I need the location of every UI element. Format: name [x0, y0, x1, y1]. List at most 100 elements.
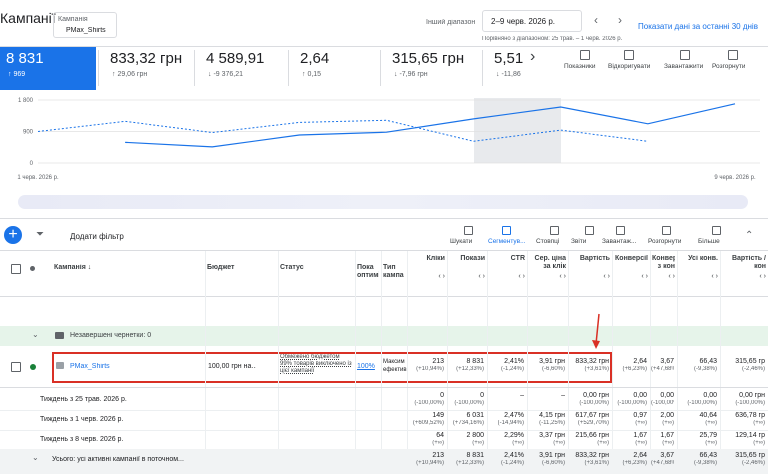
collapse[interactable]: ⌄	[32, 330, 39, 339]
toolbar-tool[interactable]: Розгорнути	[648, 238, 682, 245]
cell-change: (+∞)	[753, 420, 765, 426]
folder-icon	[55, 332, 64, 339]
column-header[interactable]: Конвер з кон	[652, 255, 675, 270]
cell-change: (+609,52%)	[412, 420, 444, 426]
add-filter[interactable]: Додати фільтр	[70, 232, 124, 241]
column-separator	[612, 251, 613, 472]
toolbar-tool[interactable]: Більше	[698, 238, 720, 245]
opt-score[interactable]: 100%	[357, 363, 375, 370]
toolbar-tool[interactable]: Стовпці	[536, 238, 560, 245]
cell-value: 213	[432, 358, 444, 365]
next-metrics[interactable]: ›	[530, 48, 536, 65]
cell-change: (+3,61%)	[584, 366, 609, 372]
column-header[interactable]: Вартість	[579, 255, 610, 262]
sort-arrows: ‹ ›	[518, 273, 525, 280]
filter-value: PMax_Shirts	[66, 27, 106, 34]
cell-value: 636,78 гр	[735, 412, 765, 419]
campaign-name[interactable]: PMax_Shirts	[70, 363, 110, 370]
column-separator	[447, 251, 448, 472]
sort-arrows: ‹ ›	[641, 273, 648, 280]
metric-tool[interactable]: Розгорнути	[712, 63, 746, 70]
filter-icon[interactable]: ⏷	[36, 229, 44, 240]
next-arrow[interactable]: ›	[618, 13, 622, 27]
cell-value: 0	[440, 392, 444, 399]
cell-value: 8 831	[466, 358, 484, 365]
sort-arrows: ‹ ›	[668, 273, 675, 280]
last-30-days[interactable]: Показати дані за останні 30 днів	[638, 22, 758, 31]
cell-change: (+∞)	[635, 440, 647, 446]
cell-value: 315,65 гр	[735, 358, 765, 365]
column-header[interactable]: Пока оптимі	[357, 264, 379, 279]
collapse-toolbar[interactable]: ⌃	[745, 230, 754, 241]
header-checkbox[interactable]	[11, 264, 21, 274]
highlight	[474, 98, 561, 163]
metric-tool[interactable]: Показники	[564, 63, 596, 70]
cell-change: (+529,70%)	[577, 420, 609, 426]
cell-change: (-6,60%)	[541, 366, 565, 372]
column-separator	[278, 251, 279, 472]
campaign-type: Максим ефектив	[383, 359, 407, 373]
cell-change: (+∞)	[512, 440, 524, 446]
cell-change: (-2,46%)	[741, 460, 765, 466]
cell-value: 2,00	[660, 412, 674, 419]
cell-value: 0,00 грн	[739, 392, 765, 399]
tool-icon	[580, 50, 590, 60]
column-header[interactable]: Покази	[460, 255, 485, 262]
metric-delta: ↑ 969	[8, 71, 26, 78]
metric-delta: ↓ -7,96 грн	[394, 71, 428, 78]
column-header[interactable]: Конверсії	[615, 255, 648, 262]
column-separator	[487, 251, 488, 472]
column-header[interactable]: Кампанія ↓	[54, 264, 92, 271]
campaign-filter[interactable]: Кампанія PMax_Shirts	[53, 12, 117, 38]
column-separator	[205, 251, 206, 472]
toolbar-tool[interactable]: Завантаж...	[602, 238, 637, 245]
column-separator	[720, 251, 721, 472]
group-label: Незавершені чернетки: 0	[70, 332, 152, 339]
add-button[interactable]: +	[4, 226, 22, 244]
cell-change: (+10,94%)	[416, 460, 444, 466]
row-label: Тиждень з 1 черв. 2026 р.	[40, 416, 124, 423]
cell-value: 0,00	[703, 392, 717, 399]
toolbar-tool[interactable]: Шукати	[450, 238, 473, 245]
column-header[interactable]: Бюджет	[207, 264, 235, 271]
cell-value: 3,67	[660, 452, 674, 459]
column-header[interactable]: Кліки	[426, 255, 445, 262]
metric-tool[interactable]: Відкоригувати	[608, 63, 651, 70]
metric-tile	[0, 47, 96, 90]
column-header[interactable]: Усі конв.	[688, 255, 718, 262]
prev-arrow[interactable]: ‹	[594, 13, 598, 27]
cell-change: (-100,00%)	[579, 400, 609, 406]
column-header[interactable]: CTR	[510, 255, 525, 262]
series-line	[37, 119, 648, 142]
toolbar-icon	[550, 226, 559, 235]
toolbar-tool[interactable]: Сегментув...	[488, 238, 526, 245]
sort-arrows: ‹ ›	[759, 273, 766, 280]
toolbar-tool[interactable]: Звіти	[571, 238, 587, 245]
cell-change: (-2,46%)	[741, 366, 765, 372]
cell-change: (+∞)	[705, 440, 717, 446]
metric-tool[interactable]: Завантажити	[664, 63, 704, 70]
cell-value: 833,32 грн	[575, 358, 609, 365]
expand[interactable]: ⌄	[32, 453, 39, 462]
column-header[interactable]: Статус	[280, 264, 304, 271]
toolbar-icon	[616, 226, 625, 235]
row-checkbox[interactable]	[11, 362, 21, 372]
cell-value: 4,15 грн	[539, 412, 565, 419]
metric-separator	[482, 50, 483, 86]
column-header[interactable]: Вартість / кон	[731, 255, 766, 270]
column-separator	[407, 251, 408, 472]
x-tick-label: 9 черв. 2026 р.	[714, 175, 756, 181]
campaign-icon	[56, 362, 64, 369]
cell-change: (-100,00%)	[735, 400, 765, 406]
range-dropdown[interactable]: 2–9 черв. 2026 р.	[482, 10, 582, 32]
cell-change: (+∞)	[553, 440, 565, 446]
column-header[interactable]: Сер. ціна за клік	[534, 255, 566, 270]
scrollbar[interactable]	[18, 195, 748, 209]
column-separator	[677, 251, 678, 472]
cell-change: (-14,94%)	[497, 420, 524, 426]
cell-value: 2,64	[633, 452, 647, 459]
column-header[interactable]: Тип кампа	[383, 264, 404, 279]
cell-value: 3,37 грн	[539, 432, 565, 439]
cell-value: –	[520, 392, 524, 399]
